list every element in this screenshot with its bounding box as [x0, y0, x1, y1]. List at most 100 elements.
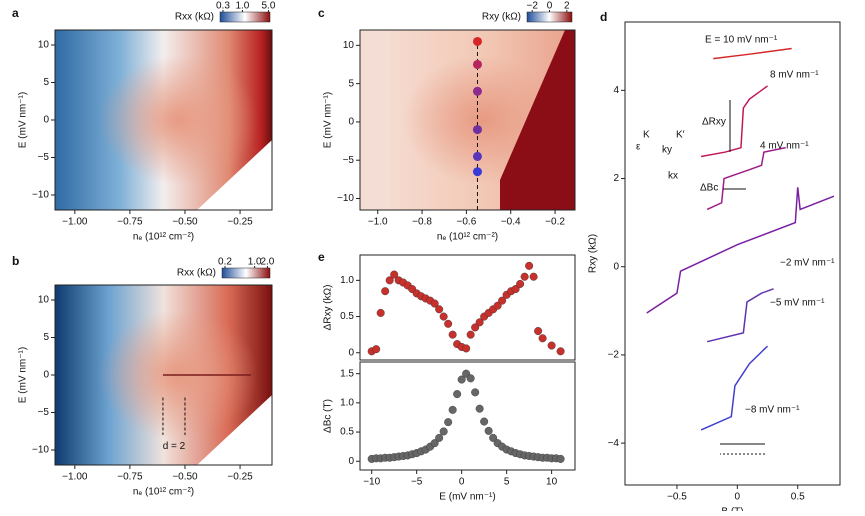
- x-tick-label: −0.6: [457, 217, 477, 228]
- x-axis-label: nₑ (10¹² cm⁻²): [133, 487, 194, 498]
- data-point: [538, 334, 547, 343]
- x-tick-label: −0.50: [172, 217, 198, 228]
- data-point: [381, 287, 390, 296]
- y-tick-label: −10: [32, 190, 49, 201]
- x-tick-label: 0.5: [791, 492, 805, 503]
- trace-label: −8 mV nm⁻¹: [745, 405, 800, 416]
- annotation: kx: [668, 171, 678, 182]
- data-point: [448, 405, 457, 414]
- y-tick-label: 0: [348, 117, 354, 128]
- y-tick-label: 4: [613, 85, 619, 96]
- marker-dot: [472, 125, 482, 135]
- data-point: [444, 319, 453, 328]
- data-point: [430, 299, 439, 308]
- annotation: d = 2: [163, 441, 186, 452]
- y-tick-label: 5: [348, 78, 354, 89]
- annotation: ΔRxy: [702, 117, 726, 128]
- plot-frame: [359, 29, 576, 211]
- plot-frame: [359, 254, 576, 361]
- trace: [700, 85, 768, 158]
- data-point: [448, 330, 457, 339]
- trace: [646, 187, 835, 314]
- data-point: [439, 427, 448, 436]
- data-point: [525, 261, 534, 270]
- plot-frame: [624, 21, 841, 486]
- y-tick-label: 2: [613, 173, 619, 184]
- annotation: K: [643, 130, 650, 141]
- annotation: ΔBc: [700, 183, 718, 194]
- y-tick-label: 1.0: [340, 398, 354, 409]
- data-point: [376, 308, 385, 317]
- data-point: [516, 279, 525, 288]
- colorbar-tick-label: −2: [526, 1, 538, 12]
- data-point: [430, 439, 439, 448]
- y-tick-label: 1.5: [340, 368, 354, 379]
- trace-label: −2 mV nm⁻¹: [780, 258, 835, 269]
- y-tick-label: 0: [43, 115, 49, 126]
- x-tick-label: −0.2: [545, 217, 565, 228]
- colorbar-tick-label: 0: [547, 1, 553, 12]
- data-point: [498, 296, 507, 305]
- colorbar: [526, 11, 573, 23]
- y-tick-label: −5: [38, 152, 50, 163]
- data-point: [511, 285, 520, 294]
- x-tick-label: −0.25: [227, 217, 253, 228]
- y-tick-label: −5: [38, 407, 50, 418]
- x-tick-label: 10: [546, 477, 558, 488]
- panel-label: e: [318, 250, 325, 264]
- heatmap-edge: [197, 395, 272, 465]
- y-axis-label: E (mV nm⁻¹): [18, 347, 29, 403]
- annotation: ε: [636, 142, 641, 153]
- data-point: [385, 276, 394, 285]
- y-tick-label: 0: [348, 456, 354, 467]
- heatmap-edge: [360, 30, 390, 210]
- data-point: [556, 454, 565, 463]
- data-point: [480, 417, 489, 426]
- panel-label: b: [12, 254, 19, 268]
- colorbar-label: Rxx (kΩ): [177, 268, 216, 279]
- trace: [706, 288, 774, 343]
- annotation: K′: [676, 130, 685, 141]
- data-point: [453, 390, 462, 399]
- data-point: [547, 341, 556, 350]
- plot-frame: [359, 361, 576, 471]
- marker-dot: [472, 86, 482, 96]
- x-tick-label: 0: [459, 477, 465, 488]
- y-axis-label: ΔBc (T): [323, 399, 334, 433]
- y-tick-label: −10: [32, 445, 49, 456]
- data-point: [372, 345, 381, 354]
- y-tick-label: 0: [613, 261, 619, 272]
- x-tick-label: −0.50: [172, 472, 198, 483]
- y-tick-label: −2: [608, 350, 620, 361]
- data-point: [466, 374, 475, 383]
- y-axis-label: Rxy (kΩ): [588, 234, 599, 273]
- colorbar: [221, 267, 271, 279]
- colorbar-label: Rxy (kΩ): [482, 12, 521, 23]
- trace: [706, 146, 786, 211]
- data-point: [435, 305, 444, 314]
- y-tick-label: −10: [337, 193, 354, 204]
- marker-dot: [472, 167, 482, 177]
- y-tick-label: 10: [38, 40, 50, 51]
- x-tick-label: −5: [411, 477, 423, 488]
- data-point: [435, 433, 444, 442]
- y-axis-label: E (mV nm⁻¹): [323, 92, 334, 148]
- colorbar-tick-label: 0.3: [216, 1, 230, 12]
- data-point: [484, 426, 493, 435]
- data-point: [489, 433, 498, 442]
- x-tick-label: 0: [735, 492, 741, 503]
- x-tick-label: −0.75: [117, 217, 143, 228]
- data-point: [457, 375, 466, 384]
- x-tick-label: −1.0: [368, 217, 388, 228]
- panel-label: d: [600, 10, 607, 24]
- colorbar-tick-label: 1.0: [248, 257, 262, 268]
- x-tick-label: −1.00: [62, 472, 88, 483]
- data-point: [475, 318, 484, 327]
- marker-dot: [472, 36, 482, 46]
- annotation: ky: [662, 145, 672, 156]
- y-axis-label: E (mV nm⁻¹): [18, 92, 29, 148]
- y-tick-label: −4: [608, 438, 620, 449]
- heatmap-feature: [98, 55, 259, 185]
- data-point: [390, 270, 399, 279]
